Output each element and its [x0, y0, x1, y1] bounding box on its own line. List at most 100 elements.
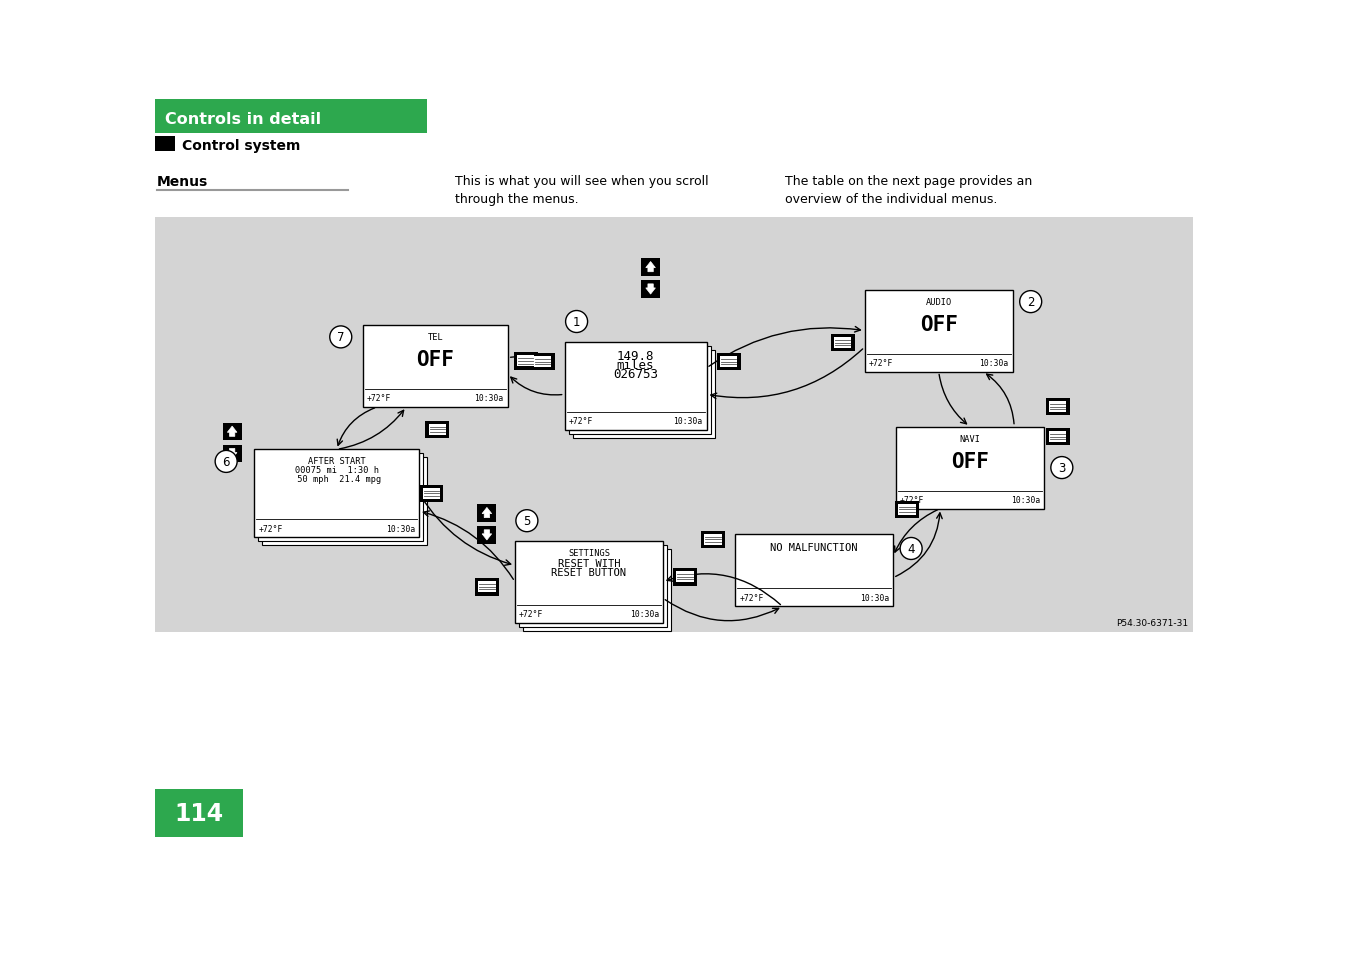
Text: RESET WITH: RESET WITH: [558, 558, 620, 568]
FancyBboxPatch shape: [223, 423, 242, 440]
Text: 10:30a: 10:30a: [630, 610, 659, 618]
Text: 149.8: 149.8: [617, 350, 654, 363]
Text: P54.30-6371-31: P54.30-6371-31: [1116, 618, 1188, 627]
FancyBboxPatch shape: [673, 568, 697, 586]
Text: +72°F: +72°F: [519, 610, 543, 618]
Text: 026753: 026753: [613, 368, 658, 381]
FancyBboxPatch shape: [223, 445, 242, 463]
Text: AUDIO: AUDIO: [925, 297, 952, 306]
Text: NO MALFUNCTION: NO MALFUNCTION: [770, 543, 858, 553]
FancyBboxPatch shape: [513, 353, 538, 371]
Text: 2: 2: [1027, 295, 1035, 309]
FancyBboxPatch shape: [423, 489, 440, 499]
Text: +72°F: +72°F: [739, 594, 763, 602]
Text: +72°F: +72°F: [900, 496, 924, 504]
FancyBboxPatch shape: [896, 501, 919, 518]
FancyBboxPatch shape: [155, 218, 1193, 633]
Text: RESET BUTTON: RESET BUTTON: [551, 567, 627, 578]
FancyBboxPatch shape: [735, 535, 893, 607]
FancyBboxPatch shape: [155, 789, 243, 837]
FancyBboxPatch shape: [720, 356, 738, 368]
Text: TEL: TEL: [427, 333, 443, 341]
Text: +72°F: +72°F: [366, 394, 392, 403]
Text: 10:30a: 10:30a: [1011, 496, 1040, 504]
FancyBboxPatch shape: [1046, 428, 1070, 446]
Text: This is what you will see when you scroll
through the menus.: This is what you will see when you scrol…: [455, 174, 709, 206]
Text: 10:30a: 10:30a: [386, 524, 415, 534]
FancyBboxPatch shape: [531, 354, 555, 371]
Text: OFF: OFF: [416, 350, 454, 370]
FancyBboxPatch shape: [476, 578, 499, 596]
Text: +72°F: +72°F: [258, 524, 282, 534]
Polygon shape: [646, 262, 655, 273]
FancyBboxPatch shape: [519, 545, 667, 627]
Text: 10:30a: 10:30a: [474, 394, 504, 403]
Text: 50 mph  21.4 mpg: 50 mph 21.4 mpg: [292, 475, 381, 484]
Text: 10:30a: 10:30a: [859, 594, 889, 602]
Text: +72°F: +72°F: [569, 416, 593, 426]
Text: Menus: Menus: [157, 174, 208, 189]
Text: OFF: OFF: [920, 314, 958, 335]
Text: +72°F: +72°F: [869, 358, 893, 368]
FancyBboxPatch shape: [701, 531, 725, 549]
Circle shape: [1020, 292, 1042, 314]
FancyBboxPatch shape: [426, 421, 449, 438]
FancyBboxPatch shape: [834, 337, 851, 349]
Text: 3: 3: [1058, 461, 1066, 475]
Text: 1: 1: [573, 315, 581, 329]
FancyBboxPatch shape: [640, 281, 661, 298]
Polygon shape: [227, 427, 236, 436]
FancyBboxPatch shape: [428, 424, 446, 436]
FancyBboxPatch shape: [517, 356, 535, 367]
Polygon shape: [482, 508, 492, 518]
Circle shape: [215, 451, 238, 473]
Text: 7: 7: [336, 331, 345, 344]
FancyBboxPatch shape: [419, 485, 443, 502]
FancyBboxPatch shape: [896, 427, 1044, 509]
FancyBboxPatch shape: [573, 350, 715, 438]
FancyBboxPatch shape: [865, 291, 1013, 373]
FancyBboxPatch shape: [704, 535, 721, 545]
FancyBboxPatch shape: [523, 549, 671, 631]
Text: 10:30a: 10:30a: [979, 358, 1009, 368]
Text: The table on the next page provides an
overview of the individual menus.: The table on the next page provides an o…: [785, 174, 1032, 206]
Circle shape: [566, 312, 588, 334]
FancyBboxPatch shape: [262, 458, 427, 546]
FancyBboxPatch shape: [477, 504, 496, 522]
Text: Controls in detail: Controls in detail: [165, 112, 322, 128]
FancyBboxPatch shape: [898, 504, 916, 516]
FancyBboxPatch shape: [258, 454, 423, 542]
Circle shape: [900, 537, 923, 560]
Text: 114: 114: [174, 801, 223, 825]
Polygon shape: [646, 285, 655, 294]
Circle shape: [330, 327, 351, 349]
FancyBboxPatch shape: [565, 342, 707, 430]
FancyBboxPatch shape: [254, 450, 419, 537]
Text: 00075 mi  1:30 h: 00075 mi 1:30 h: [295, 466, 378, 475]
Text: AFTER START: AFTER START: [308, 456, 366, 466]
FancyBboxPatch shape: [155, 100, 427, 133]
Text: OFF: OFF: [951, 451, 989, 471]
Polygon shape: [482, 530, 492, 540]
FancyBboxPatch shape: [831, 335, 855, 352]
Polygon shape: [227, 449, 236, 459]
Text: NAVI: NAVI: [959, 435, 981, 443]
Circle shape: [1051, 457, 1073, 479]
FancyBboxPatch shape: [1050, 402, 1066, 413]
Text: 10:30a: 10:30a: [673, 416, 703, 426]
FancyBboxPatch shape: [155, 137, 176, 152]
FancyBboxPatch shape: [1046, 398, 1070, 416]
Text: 6: 6: [223, 456, 230, 469]
FancyBboxPatch shape: [477, 526, 496, 544]
FancyBboxPatch shape: [569, 346, 711, 434]
Text: Control system: Control system: [182, 139, 300, 152]
Text: 4: 4: [908, 542, 915, 556]
FancyBboxPatch shape: [1050, 432, 1066, 442]
FancyBboxPatch shape: [716, 354, 740, 371]
FancyBboxPatch shape: [640, 258, 661, 276]
FancyBboxPatch shape: [363, 326, 508, 408]
FancyBboxPatch shape: [515, 541, 663, 623]
FancyBboxPatch shape: [677, 572, 693, 582]
Text: 5: 5: [523, 515, 531, 528]
Circle shape: [516, 510, 538, 532]
